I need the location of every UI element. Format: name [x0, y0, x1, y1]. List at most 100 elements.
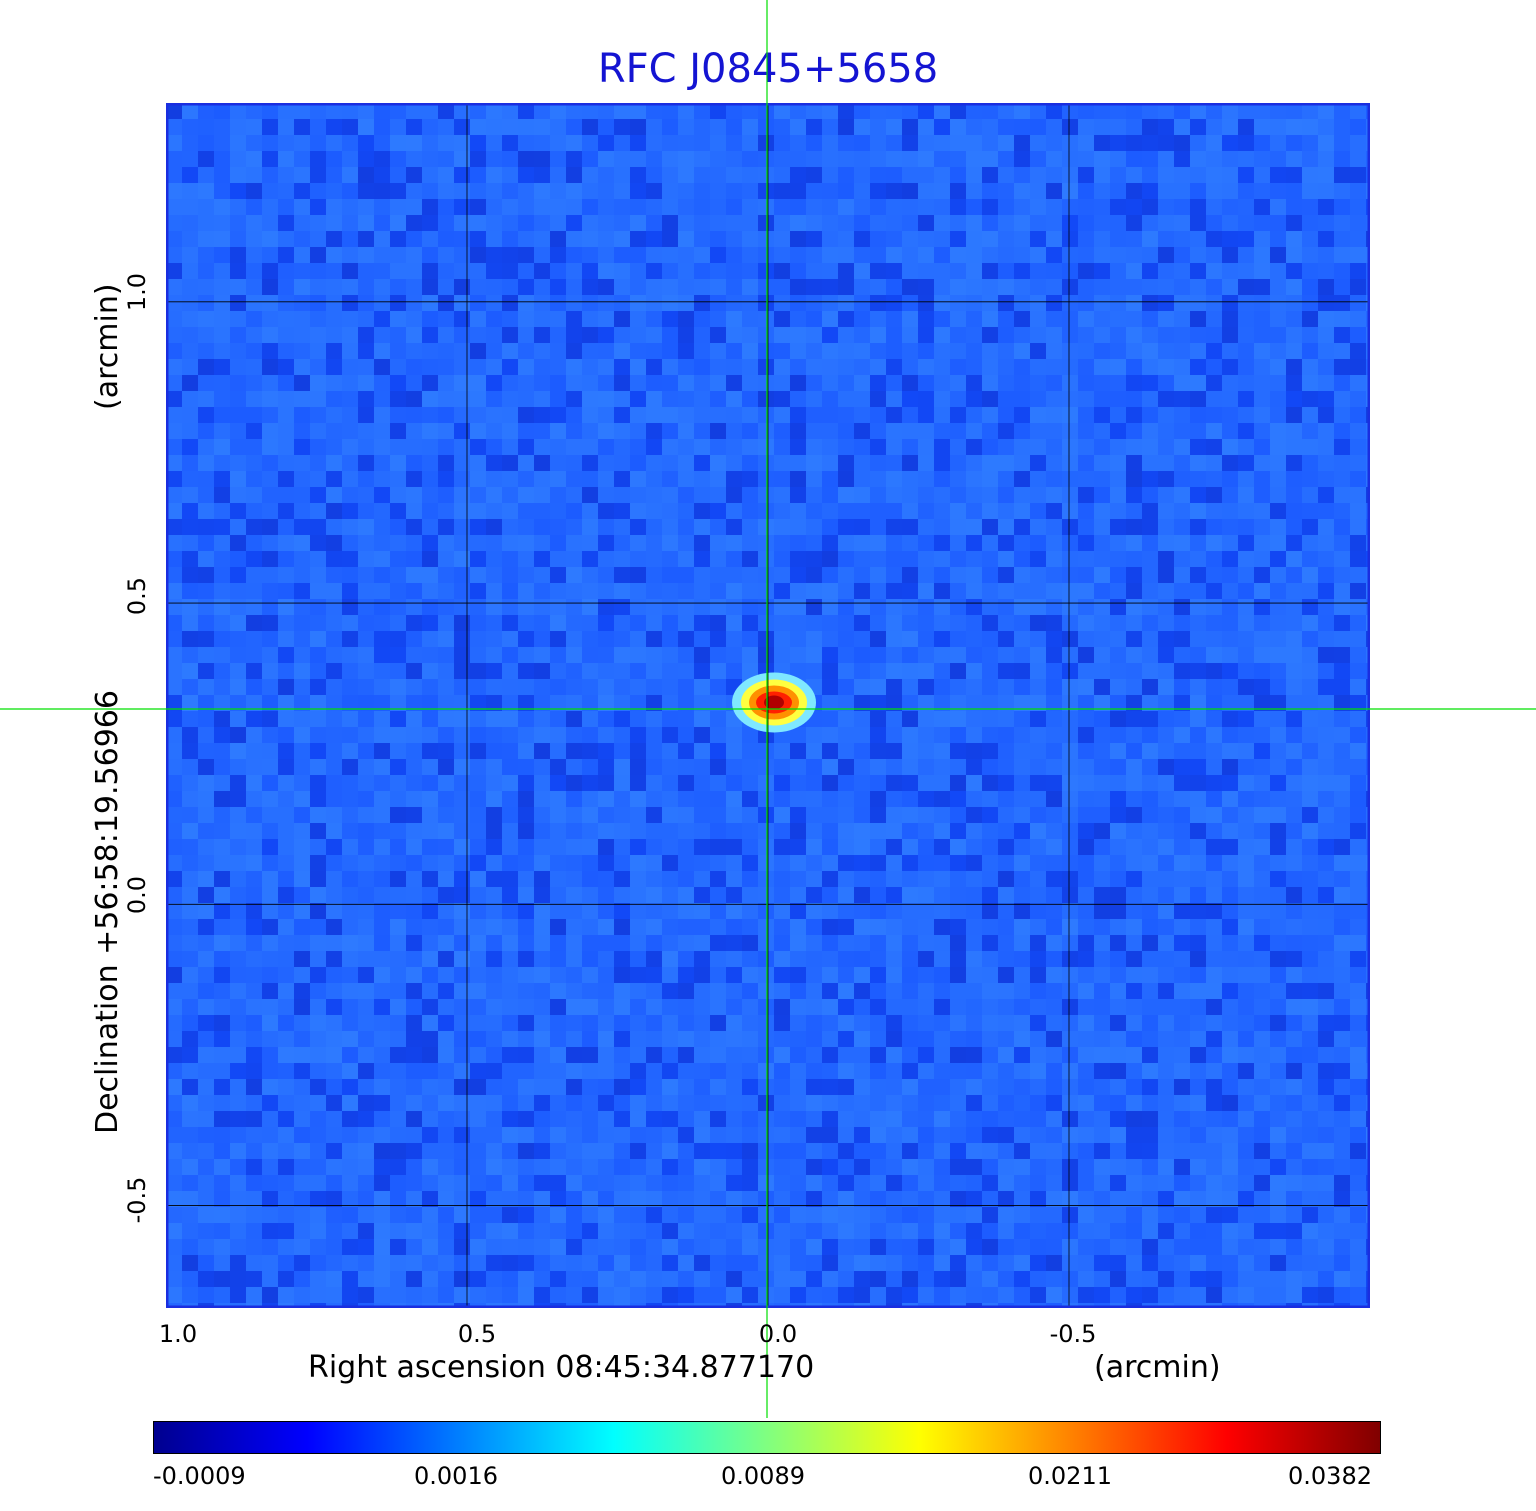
pixel-cell: [1318, 647, 1334, 663]
pixel-cell: [310, 935, 326, 951]
pixel-cell: [1270, 295, 1286, 311]
pixel-cell: [1062, 695, 1078, 711]
pixel-cell: [1078, 871, 1094, 887]
pixel-cell: [1126, 855, 1142, 871]
pixel-cell: [1350, 247, 1366, 263]
pixel-cell: [566, 1063, 582, 1079]
pixel-cell: [230, 839, 246, 855]
pixel-cell: [1254, 183, 1270, 199]
pixel-cell: [502, 247, 518, 263]
pixel-cell: [246, 567, 262, 583]
pixel-cell: [230, 647, 246, 663]
pixel-cell: [342, 151, 358, 167]
pixel-cell: [214, 119, 230, 135]
pixel-cell: [1142, 151, 1158, 167]
pixel-cell: [1078, 343, 1094, 359]
pixel-cell: [1030, 1063, 1046, 1079]
pixel-cell: [1110, 951, 1126, 967]
pixel-cell: [726, 567, 742, 583]
pixel-cell: [1254, 151, 1270, 167]
pixel-cell: [406, 839, 422, 855]
pixel-cell: [246, 807, 262, 823]
pixel-cell: [310, 807, 326, 823]
pixel-cell: [326, 455, 342, 471]
pixel-cell: [1110, 183, 1126, 199]
pixel-cell: [1190, 231, 1206, 247]
pixel-cell: [870, 247, 886, 263]
pixel-cell: [710, 743, 726, 759]
pixel-cell: [1222, 1015, 1238, 1031]
pixel-cell: [726, 935, 742, 951]
pixel-cell: [230, 951, 246, 967]
pixel-cell: [486, 343, 502, 359]
pixel-cell: [1190, 439, 1206, 455]
pixel-cell: [326, 839, 342, 855]
pixel-cell: [790, 359, 806, 375]
pixel-cell: [1062, 535, 1078, 551]
pixel-cell: [1126, 1095, 1142, 1111]
pixel-cell: [534, 487, 550, 503]
pixel-cell: [1030, 359, 1046, 375]
pixel-cell: [1110, 983, 1126, 999]
pixel-cell: [710, 407, 726, 423]
pixel-cell: [710, 215, 726, 231]
pixel-cell: [710, 631, 726, 647]
pixel-cell: [486, 791, 502, 807]
pixel-cell: [902, 903, 918, 919]
pixel-cell: [870, 1063, 886, 1079]
pixel-cell: [534, 759, 550, 775]
pixel-cell: [982, 231, 998, 247]
pixel-cell: [374, 439, 390, 455]
pixel-cell: [790, 247, 806, 263]
pixel-cell: [918, 503, 934, 519]
pixel-cell: [1190, 519, 1206, 535]
pixel-cell: [1302, 631, 1318, 647]
pixel-cell: [1094, 183, 1110, 199]
pixel-cell: [902, 391, 918, 407]
pixel-cell: [486, 231, 502, 247]
pixel-cell: [582, 743, 598, 759]
image-plot-area[interactable]: [166, 103, 1370, 1308]
pixel-cell: [1222, 1079, 1238, 1095]
pixel-cell: [822, 439, 838, 455]
pixel-cell: [982, 1079, 998, 1095]
pixel-cell: [1254, 695, 1270, 711]
pixel-cell: [550, 103, 566, 119]
pixel-cell: [566, 423, 582, 439]
pixel-cell: [518, 1031, 534, 1047]
pixel-cell: [1174, 295, 1190, 311]
pixel-cell: [822, 967, 838, 983]
pixel-cell: [326, 503, 342, 519]
pixel-cell: [614, 327, 630, 343]
pixel-cell: [1078, 1031, 1094, 1047]
pixel-cell: [534, 455, 550, 471]
pixel-cell: [310, 535, 326, 551]
pixel-cell: [198, 663, 214, 679]
pixel-cell: [502, 359, 518, 375]
pixel-cell: [854, 807, 870, 823]
pixel-cell: [470, 759, 486, 775]
pixel-cell: [694, 263, 710, 279]
pixel-cell: [774, 503, 790, 519]
pixel-cell: [694, 663, 710, 679]
pixel-cell: [1254, 535, 1270, 551]
pixel-cell: [1190, 1079, 1206, 1095]
pixel-cell: [886, 871, 902, 887]
pixel-cell: [1094, 999, 1110, 1015]
pixel-cell: [806, 103, 822, 119]
pixel-cell: [406, 1015, 422, 1031]
pixel-cell: [998, 375, 1014, 391]
pixel-cell: [742, 951, 758, 967]
pixel-cell: [470, 183, 486, 199]
pixel-cell: [918, 727, 934, 743]
pixel-cell: [662, 663, 678, 679]
pixel-cell: [1270, 887, 1286, 903]
pixel-cell: [1222, 1111, 1238, 1127]
pixel-cell: [1142, 327, 1158, 343]
pixel-cell: [790, 327, 806, 343]
pixel-cell: [678, 727, 694, 743]
pixel-cell: [518, 135, 534, 151]
pixel-cell: [470, 535, 486, 551]
pixel-cell: [1030, 967, 1046, 983]
pixel-cell: [662, 199, 678, 215]
